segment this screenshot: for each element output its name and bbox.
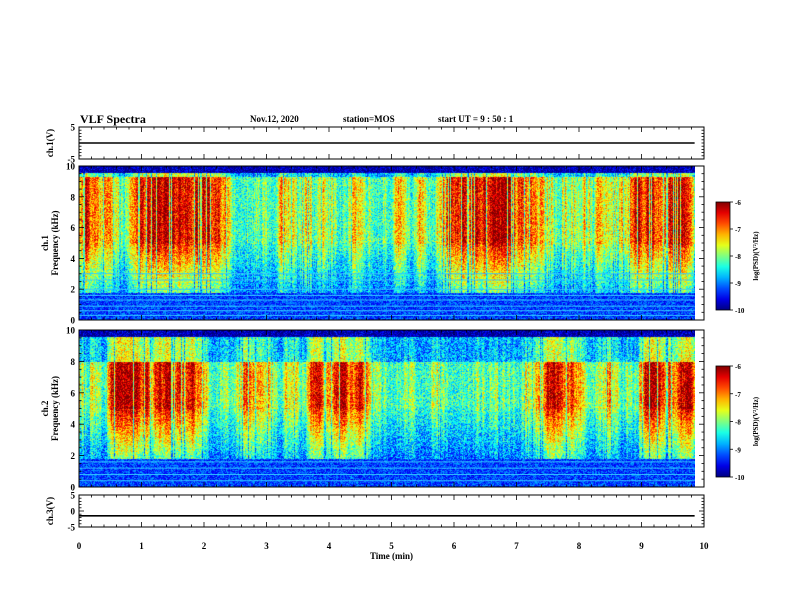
y-tick-label: -5	[68, 523, 76, 533]
panel-frame	[78, 494, 705, 528]
y-tick-label: 0	[71, 483, 76, 493]
x-tick-label: 0	[77, 541, 82, 551]
y-tick-label: 10	[66, 326, 76, 336]
y-axis-label-line: ch.2	[40, 400, 50, 416]
y-tick-label: 8	[71, 192, 76, 202]
colorbar-label-text: log(PSD)(V²/Hz)	[752, 231, 760, 281]
colorbar-label: log(PSD)(V²/Hz)	[752, 396, 760, 446]
x-tick-label: 10	[700, 541, 710, 551]
colorbar-tick-label: -10	[735, 307, 745, 315]
x-tick-label: 3	[264, 541, 269, 551]
colorbar-tick-label: -8	[735, 419, 741, 427]
y-tick-label: 0	[71, 507, 76, 517]
colorbar-tick-label: -8	[735, 253, 741, 261]
y-axis-label: ch.1(V)	[45, 129, 55, 157]
date-label: Nov.12, 2020	[250, 114, 299, 124]
y-axis-label-line: ch.3(V)	[45, 497, 55, 525]
y-tick-label: 6	[71, 223, 76, 233]
y-tick-label: 0	[71, 316, 76, 326]
panel-ch1-voltage	[78, 126, 705, 160]
x-tick-label: 9	[639, 541, 644, 551]
spectrogram-image	[79, 166, 695, 320]
colorbar	[715, 365, 731, 478]
y-axis-label: ch.3(V)	[45, 497, 55, 525]
colorbar-tick-label: -9	[735, 280, 741, 288]
y-tick-label: 2	[71, 451, 76, 461]
y-tick-label: 4	[71, 420, 76, 430]
y-tick-label: 10	[66, 162, 76, 172]
y-tick-label: 5	[71, 123, 76, 133]
x-tick-label: 1	[139, 541, 144, 551]
y-tick-label: 2	[71, 285, 76, 295]
panel-ch1-spectrogram: -6 -7 -8 -9 -10 log(PSD)(V²/Hz)	[78, 165, 760, 321]
x-tick-label: 6	[452, 541, 457, 551]
x-axis-label: Time (min)	[370, 551, 413, 561]
panel-ch3-voltage	[78, 494, 705, 528]
colorbar	[715, 201, 731, 311]
colorbar-tick-label: -9	[735, 446, 741, 454]
colorbar-tick-label: -7	[735, 391, 741, 399]
x-tick-label: 5	[389, 541, 394, 551]
start-ut-label: start UT = 9 : 50 : 1	[438, 114, 514, 124]
colorbar-tick-label: -10	[735, 474, 745, 482]
colorbar-tick-label: -7	[735, 226, 741, 234]
y-axis-label: ch.1 Frequency (kHz)	[40, 210, 60, 275]
x-tick-label: 2	[202, 541, 207, 551]
colorbar-label: log(PSD)(V²/Hz)	[752, 231, 760, 281]
y-tick-label: 6	[71, 388, 76, 398]
y-tick-label: -5	[68, 155, 76, 165]
y-axis-label: ch.2 Frequency (kHz)	[40, 376, 60, 441]
chart-title: VLF Spectra	[80, 112, 146, 126]
colorbar-tick-label: -6	[735, 199, 741, 207]
y-axis-label-line: ch.1	[40, 235, 50, 251]
y-axis-label-line: Frequency (kHz)	[50, 210, 60, 275]
x-tick-label: 4	[327, 541, 332, 551]
y-tick-label: 5	[71, 491, 76, 501]
y-tick-label: 8	[71, 357, 76, 367]
station-label: station=MOS	[343, 114, 395, 124]
x-tick-label: 7	[514, 541, 519, 551]
panel-ch2-spectrogram: -6 -7 -8 -9 -10 log(PSD)(V²/Hz)	[78, 329, 760, 488]
spectrogram-image	[79, 330, 695, 487]
colorbar-tick-label: -6	[735, 363, 741, 371]
x-tick-label: 8	[577, 541, 582, 551]
colorbar-label-text: log(PSD)(V²/Hz)	[752, 396, 760, 446]
y-tick-label: 4	[71, 254, 76, 264]
y-axis-label-line: Frequency (kHz)	[50, 376, 60, 441]
y-axis-label-line: ch.1(V)	[45, 129, 55, 157]
